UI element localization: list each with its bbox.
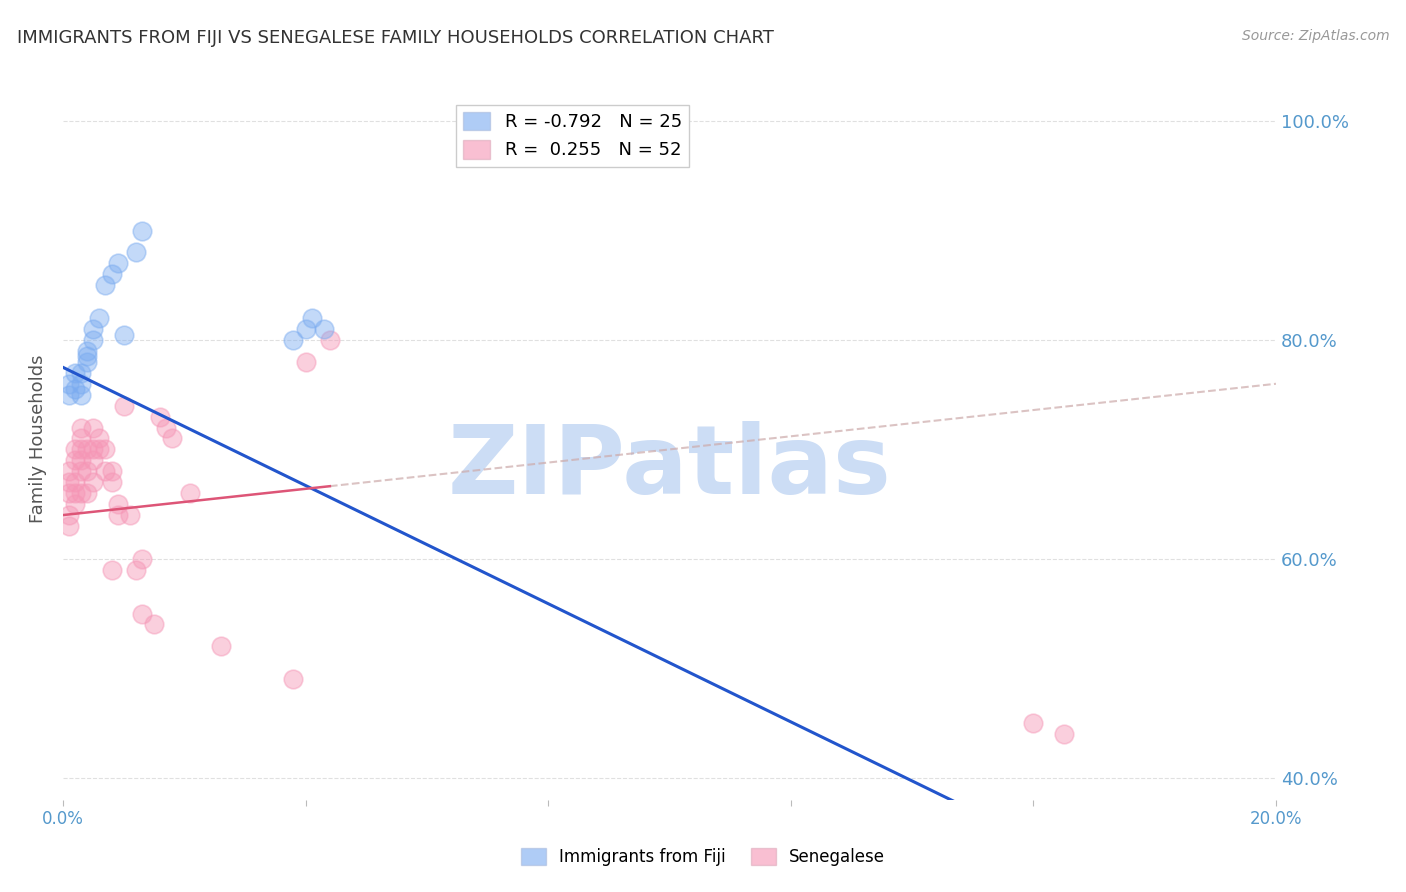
Point (1053, 727, 1076, 741)
Point (100, 475, 122, 490)
Point (58, 475, 80, 490)
Point (94, 278, 117, 293)
Point (89, 432, 111, 446)
Point (76, 343, 98, 358)
Point (70, 388, 93, 402)
Point (58, 508, 80, 522)
Point (112, 327, 135, 342)
Point (63, 475, 86, 490)
Point (70, 376, 93, 391)
Point (63, 497, 86, 511)
Point (131, 224, 153, 238)
Point (283, 672, 305, 686)
Point (155, 420, 177, 434)
Y-axis label: Family Households: Family Households (30, 354, 46, 523)
Point (100, 268, 122, 282)
Point (63, 453, 86, 467)
Point (63, 486, 86, 500)
Legend: Immigrants from Fiji, Senegalese: Immigrants from Fiji, Senegalese (515, 841, 891, 873)
Point (70, 464, 93, 478)
Point (82, 442, 104, 457)
Point (112, 399, 135, 413)
Point (118, 508, 141, 522)
Text: ZIPatlas: ZIPatlas (447, 421, 891, 514)
Point (70, 486, 93, 500)
Point (100, 563, 122, 577)
Point (58, 388, 80, 402)
Point (131, 551, 153, 566)
Point (70, 442, 93, 457)
Text: IMMIGRANTS FROM FIJI VS SENEGALESE FAMILY HOUSEHOLDS CORRELATION CHART: IMMIGRANTS FROM FIJI VS SENEGALESE FAMIL… (17, 29, 773, 47)
Point (125, 245, 148, 260)
Point (100, 464, 122, 478)
Point (149, 409, 172, 424)
Point (319, 333, 342, 347)
Point (82, 420, 104, 434)
Point (58, 376, 80, 391)
Point (70, 432, 93, 446)
Point (1083, 880, 1105, 892)
Point (160, 432, 183, 446)
Point (131, 607, 153, 621)
Point (1022, 715, 1045, 730)
Point (82, 333, 104, 347)
Point (63, 382, 86, 396)
Point (89, 442, 111, 457)
Point (58, 486, 80, 500)
Point (89, 311, 111, 326)
Point (58, 519, 80, 533)
Point (294, 355, 316, 369)
Point (70, 453, 93, 467)
Point (312, 322, 335, 336)
Point (301, 311, 323, 326)
Point (94, 464, 117, 478)
Point (107, 508, 129, 522)
Point (76, 355, 98, 369)
Point (58, 464, 80, 478)
Point (107, 256, 129, 270)
Point (63, 442, 86, 457)
Point (82, 453, 104, 467)
Point (209, 640, 232, 654)
Point (283, 333, 305, 347)
Point (125, 563, 148, 577)
Point (82, 322, 104, 336)
Point (94, 442, 117, 457)
Point (70, 366, 93, 380)
Point (76, 442, 98, 457)
Point (294, 322, 316, 336)
Legend: R = -0.792   N = 25, R =  0.255   N = 52: R = -0.792 N = 25, R = 0.255 N = 52 (456, 104, 689, 167)
Text: Source: ZipAtlas.com: Source: ZipAtlas.com (1241, 29, 1389, 44)
Point (76, 486, 98, 500)
Point (76, 350, 98, 364)
Point (76, 464, 98, 478)
Point (63, 366, 86, 380)
Point (179, 486, 201, 500)
Point (70, 420, 93, 434)
Point (107, 497, 129, 511)
Point (143, 617, 166, 632)
Point (82, 475, 104, 490)
